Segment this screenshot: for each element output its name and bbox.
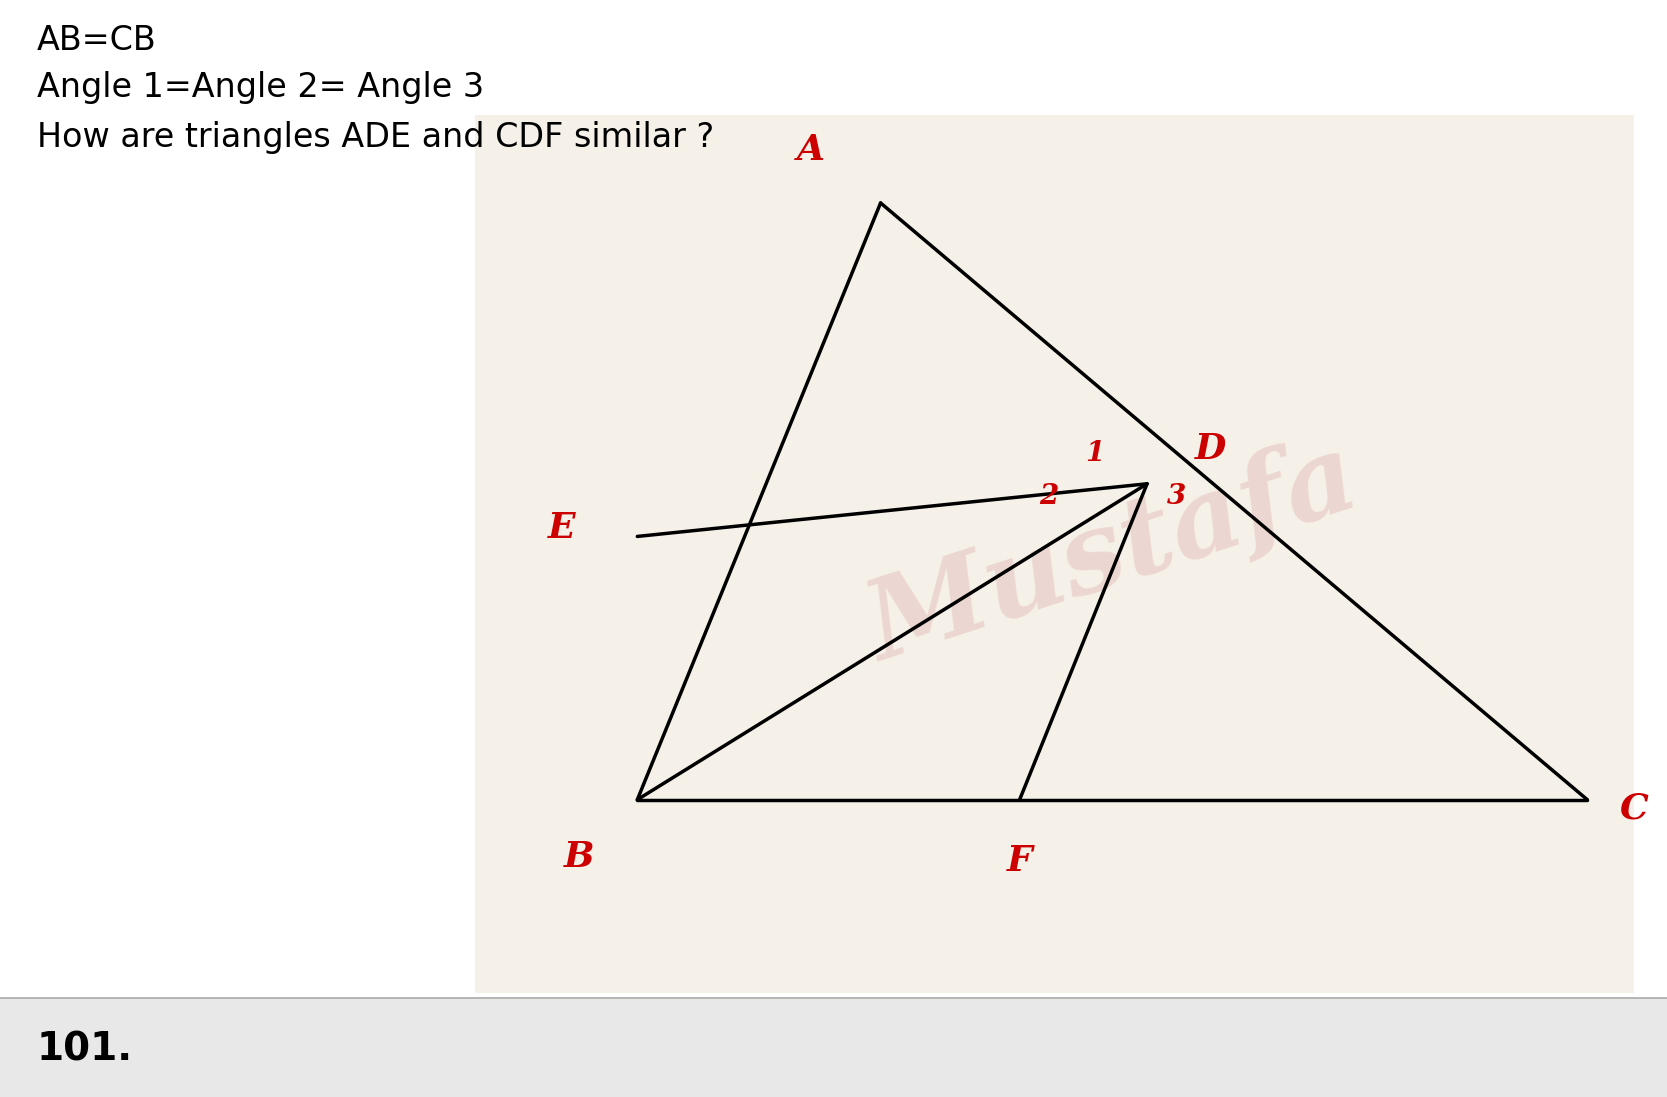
Text: B: B	[563, 840, 595, 873]
Bar	[0, 998, 1667, 1097]
Text: 101.: 101.	[37, 1030, 133, 1068]
Text: C: C	[1619, 792, 1649, 825]
Text: AB=CB: AB=CB	[37, 24, 157, 57]
Text: 3: 3	[1167, 484, 1185, 510]
Text: A: A	[797, 134, 825, 167]
Text: 1: 1	[1085, 440, 1105, 466]
Text: E: E	[548, 511, 575, 544]
Text: 2: 2	[1039, 484, 1059, 510]
Text: Angle 1=Angle 2= Angle 3: Angle 1=Angle 2= Angle 3	[37, 71, 483, 104]
Text: How are triangles ADE and CDF similar ?: How are triangles ADE and CDF similar ?	[37, 121, 713, 154]
Text: Mustafa: Mustafa	[854, 425, 1372, 683]
Bar	[475, 115, 1634, 993]
Text: D: D	[1195, 432, 1227, 465]
Text: F: F	[1007, 845, 1032, 878]
